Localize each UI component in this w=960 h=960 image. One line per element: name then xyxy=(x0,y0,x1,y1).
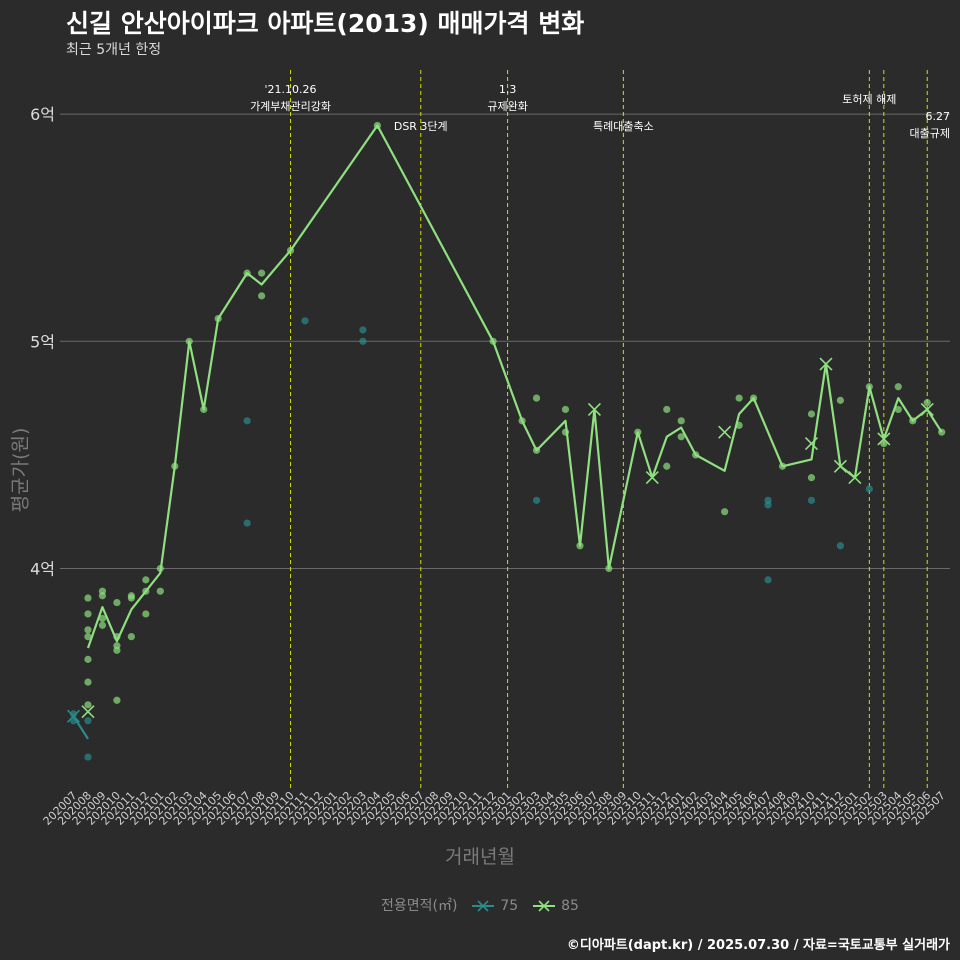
event-label: 1.3 xyxy=(499,83,517,96)
data-point-85 xyxy=(807,474,816,482)
legend-swatch-75 xyxy=(471,900,494,912)
data-point-85 xyxy=(127,633,135,641)
cross-marker-85 xyxy=(920,402,934,417)
data-point-85 xyxy=(677,417,685,425)
series-line-85 xyxy=(86,124,943,649)
data-point-85 xyxy=(98,592,107,600)
cross-markers xyxy=(66,357,934,723)
data-point-75 xyxy=(84,717,92,725)
data-point-75 xyxy=(84,753,92,761)
data-point-85 xyxy=(258,269,266,277)
event-label: DSR 3단계 xyxy=(394,120,448,133)
data-point-85 xyxy=(735,394,743,402)
legend-title: 전용면적(㎡) xyxy=(381,898,458,914)
event-lines xyxy=(290,70,928,790)
data-point-85 xyxy=(84,610,92,618)
data-point-75 xyxy=(243,417,251,425)
data-point-85 xyxy=(127,594,135,602)
data-point-85 xyxy=(113,696,121,704)
data-point-85 xyxy=(721,508,729,516)
event-label: 가계부채관리강화 xyxy=(250,100,331,113)
legend-swatch-85 xyxy=(532,900,555,912)
data-point-85 xyxy=(84,633,92,641)
data-point-85 xyxy=(532,394,541,402)
event-label: 특례대출축소 xyxy=(593,120,654,133)
chart-subtitle: 최근 5개년 한정 xyxy=(66,42,162,58)
event-label: 토허제 해제 xyxy=(842,92,896,106)
cross-marker-85 xyxy=(718,425,732,439)
cross-marker-85 xyxy=(819,357,833,371)
data-point-85 xyxy=(113,598,121,607)
data-point-75 xyxy=(865,485,873,493)
y-axis-title: 평균가(원) xyxy=(2,420,36,520)
data-point-85 xyxy=(894,383,902,391)
axis-labels: 4억5억6억2020072020082020092020102020112020… xyxy=(30,105,948,828)
data-point-85 xyxy=(84,594,92,602)
data-point-85 xyxy=(836,396,845,404)
data-point-85 xyxy=(84,678,92,686)
data-point-75 xyxy=(243,519,251,527)
data-point-85 xyxy=(923,399,931,407)
y-tick-label: 4억 xyxy=(30,560,55,579)
data-point-85 xyxy=(663,405,671,414)
x-axis-title: 거래년월 xyxy=(445,846,515,868)
legend-label-75: 75 xyxy=(500,898,519,914)
event-label: 규제완화 xyxy=(487,100,527,113)
legend: 전용면적(㎡) 75 85 xyxy=(0,895,960,915)
data-point-85 xyxy=(84,701,92,709)
cross-marker-85 xyxy=(645,471,659,485)
legend-item-85: 85 xyxy=(531,898,579,914)
cross-marker-85 xyxy=(848,471,862,485)
event-label: 대출규제 xyxy=(910,127,950,140)
cross-marker-85 xyxy=(804,436,819,451)
data-point-85 xyxy=(561,405,570,414)
data-point-75 xyxy=(764,576,772,584)
data-point-85 xyxy=(98,614,107,623)
cross-marker-85 xyxy=(81,705,95,719)
data-point-85 xyxy=(98,621,107,629)
data-point-75 xyxy=(359,326,367,334)
event-label: 6.27 xyxy=(926,110,951,123)
y-axis-title-text: 평균가(원) xyxy=(9,427,32,513)
data-point-85 xyxy=(807,410,816,418)
data-point-85 xyxy=(156,587,164,595)
data-point-75 xyxy=(764,501,772,509)
cross-marker-75 xyxy=(66,709,81,723)
data-point-85 xyxy=(142,576,150,584)
data-point-75 xyxy=(359,337,367,345)
legend-item-75: 75 xyxy=(470,898,518,914)
event-label: '21.10.26 xyxy=(265,83,317,96)
data-point-85 xyxy=(258,292,266,300)
series-line-75 xyxy=(72,715,89,740)
data-point-75 xyxy=(836,542,845,550)
y-tick-label: 6억 xyxy=(30,105,55,124)
data-point-75 xyxy=(301,317,309,325)
data-point-85 xyxy=(663,462,671,470)
data-point-85 xyxy=(113,646,121,654)
cross-marker-85 xyxy=(877,432,891,446)
data-point-85 xyxy=(677,433,685,441)
data-point-75 xyxy=(532,496,541,504)
y-tick-label: 5억 xyxy=(30,332,55,351)
data-point-75 xyxy=(69,710,78,718)
chart-title: 신길 안산아이파크 아파트(2013) 매매가격 변화 xyxy=(66,9,585,38)
legend-label-85: 85 xyxy=(561,898,579,914)
cross-marker-85 xyxy=(587,402,601,417)
data-point-85 xyxy=(84,655,92,663)
data-point-75 xyxy=(807,496,816,504)
data-point-85 xyxy=(894,405,902,414)
gridlines xyxy=(60,113,950,569)
data-point-85 xyxy=(142,610,150,618)
average-lines xyxy=(72,124,943,740)
source-caption: ©디아파트(dapt.kr) / 2025.07.30 / 자료=국토교통부 실… xyxy=(566,938,950,953)
cross-marker-85 xyxy=(833,459,847,473)
data-point-85 xyxy=(84,626,92,634)
